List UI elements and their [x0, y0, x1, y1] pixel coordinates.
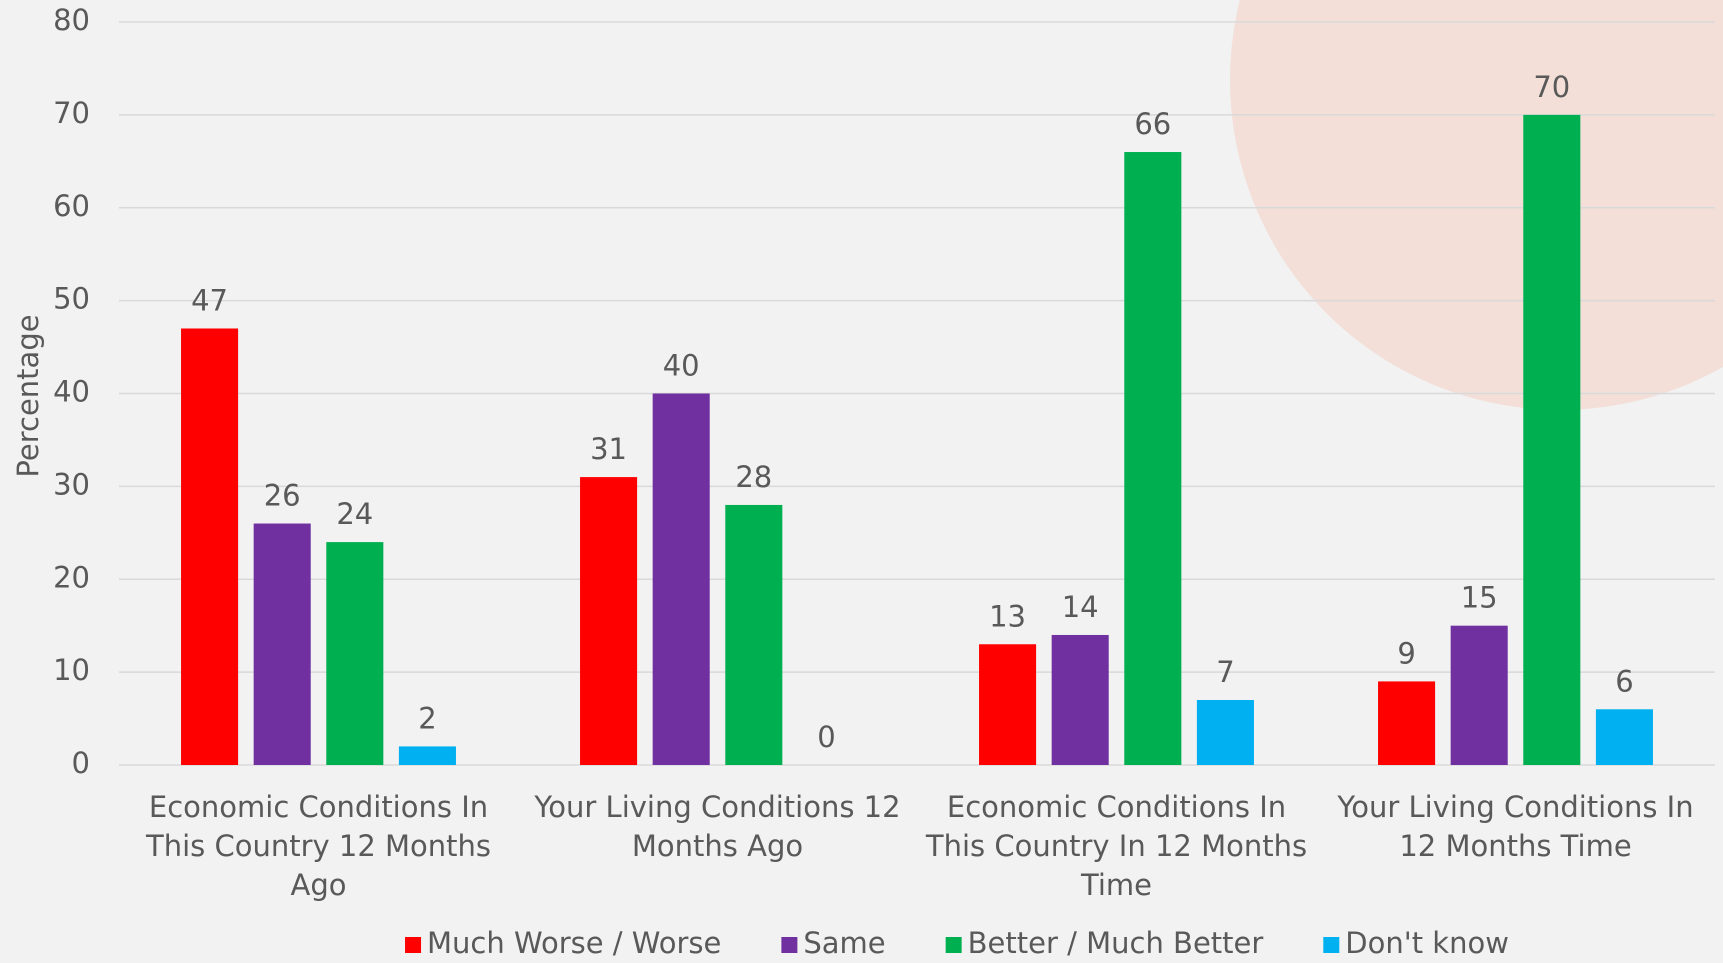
x-tick-label: Economic Conditions In This Country 12 M… — [145, 790, 492, 902]
x-tick-label: Your Living Conditions In 12 Months Time — [1337, 790, 1694, 863]
legend-label: Much Worse / Worse — [427, 926, 721, 960]
value-label: 15 — [1461, 581, 1498, 615]
y-tick-label: 10 — [53, 653, 90, 687]
background-decoration — [1230, 0, 1723, 410]
bar — [1378, 681, 1436, 765]
value-label: 24 — [336, 497, 373, 531]
bar — [1196, 699, 1254, 765]
legend-label: Don't know — [1345, 926, 1509, 960]
legend-swatch — [1323, 937, 1340, 953]
legend-swatch — [781, 937, 798, 953]
y-tick-label: 60 — [53, 189, 90, 223]
y-tick-label: 0 — [72, 746, 90, 780]
bar — [652, 393, 710, 765]
bar — [326, 542, 384, 765]
x-tick-label: Your Living Conditions 12 Months Ago — [534, 790, 901, 863]
y-axis-label: Percentage — [11, 314, 45, 477]
value-label: 28 — [735, 460, 772, 494]
y-tick-label: 80 — [53, 3, 90, 37]
bar — [979, 644, 1037, 765]
bar — [1124, 152, 1182, 765]
y-tick-label: 20 — [53, 560, 90, 594]
x-tick-label: Economic Conditions In This Country In 1… — [925, 790, 1308, 902]
legend-label: Better / Much Better — [968, 926, 1264, 960]
value-label: 2 — [418, 701, 436, 735]
value-label: 40 — [663, 349, 700, 383]
value-label: 0 — [817, 720, 835, 754]
bar — [181, 328, 239, 765]
bar — [1595, 709, 1653, 765]
bar — [398, 746, 456, 765]
legend-swatch — [405, 937, 422, 953]
bar — [725, 504, 783, 765]
bar — [1450, 625, 1508, 765]
bar — [580, 477, 638, 765]
value-label: 66 — [1134, 107, 1171, 141]
y-tick-label: 40 — [53, 375, 90, 409]
value-label: 26 — [264, 479, 301, 513]
y-tick-label: 30 — [53, 467, 90, 501]
value-label: 31 — [590, 432, 627, 466]
value-label: 9 — [1397, 636, 1415, 670]
bar — [1051, 634, 1109, 765]
legend-label: Same — [803, 926, 885, 960]
value-label: 70 — [1533, 70, 1570, 104]
value-label: 47 — [191, 283, 228, 317]
value-label: 7 — [1216, 655, 1234, 689]
bar — [253, 523, 311, 765]
legend-swatch — [945, 937, 962, 953]
y-tick-label: 70 — [53, 96, 90, 130]
y-tick-label: 50 — [53, 282, 90, 316]
bar — [1523, 114, 1581, 765]
value-label: 6 — [1615, 664, 1633, 698]
value-label: 13 — [989, 599, 1026, 633]
value-label: 14 — [1062, 590, 1099, 624]
